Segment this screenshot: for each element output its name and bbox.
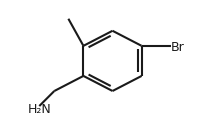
- Text: H₂N: H₂N: [28, 103, 52, 116]
- Text: Br: Br: [171, 41, 185, 54]
